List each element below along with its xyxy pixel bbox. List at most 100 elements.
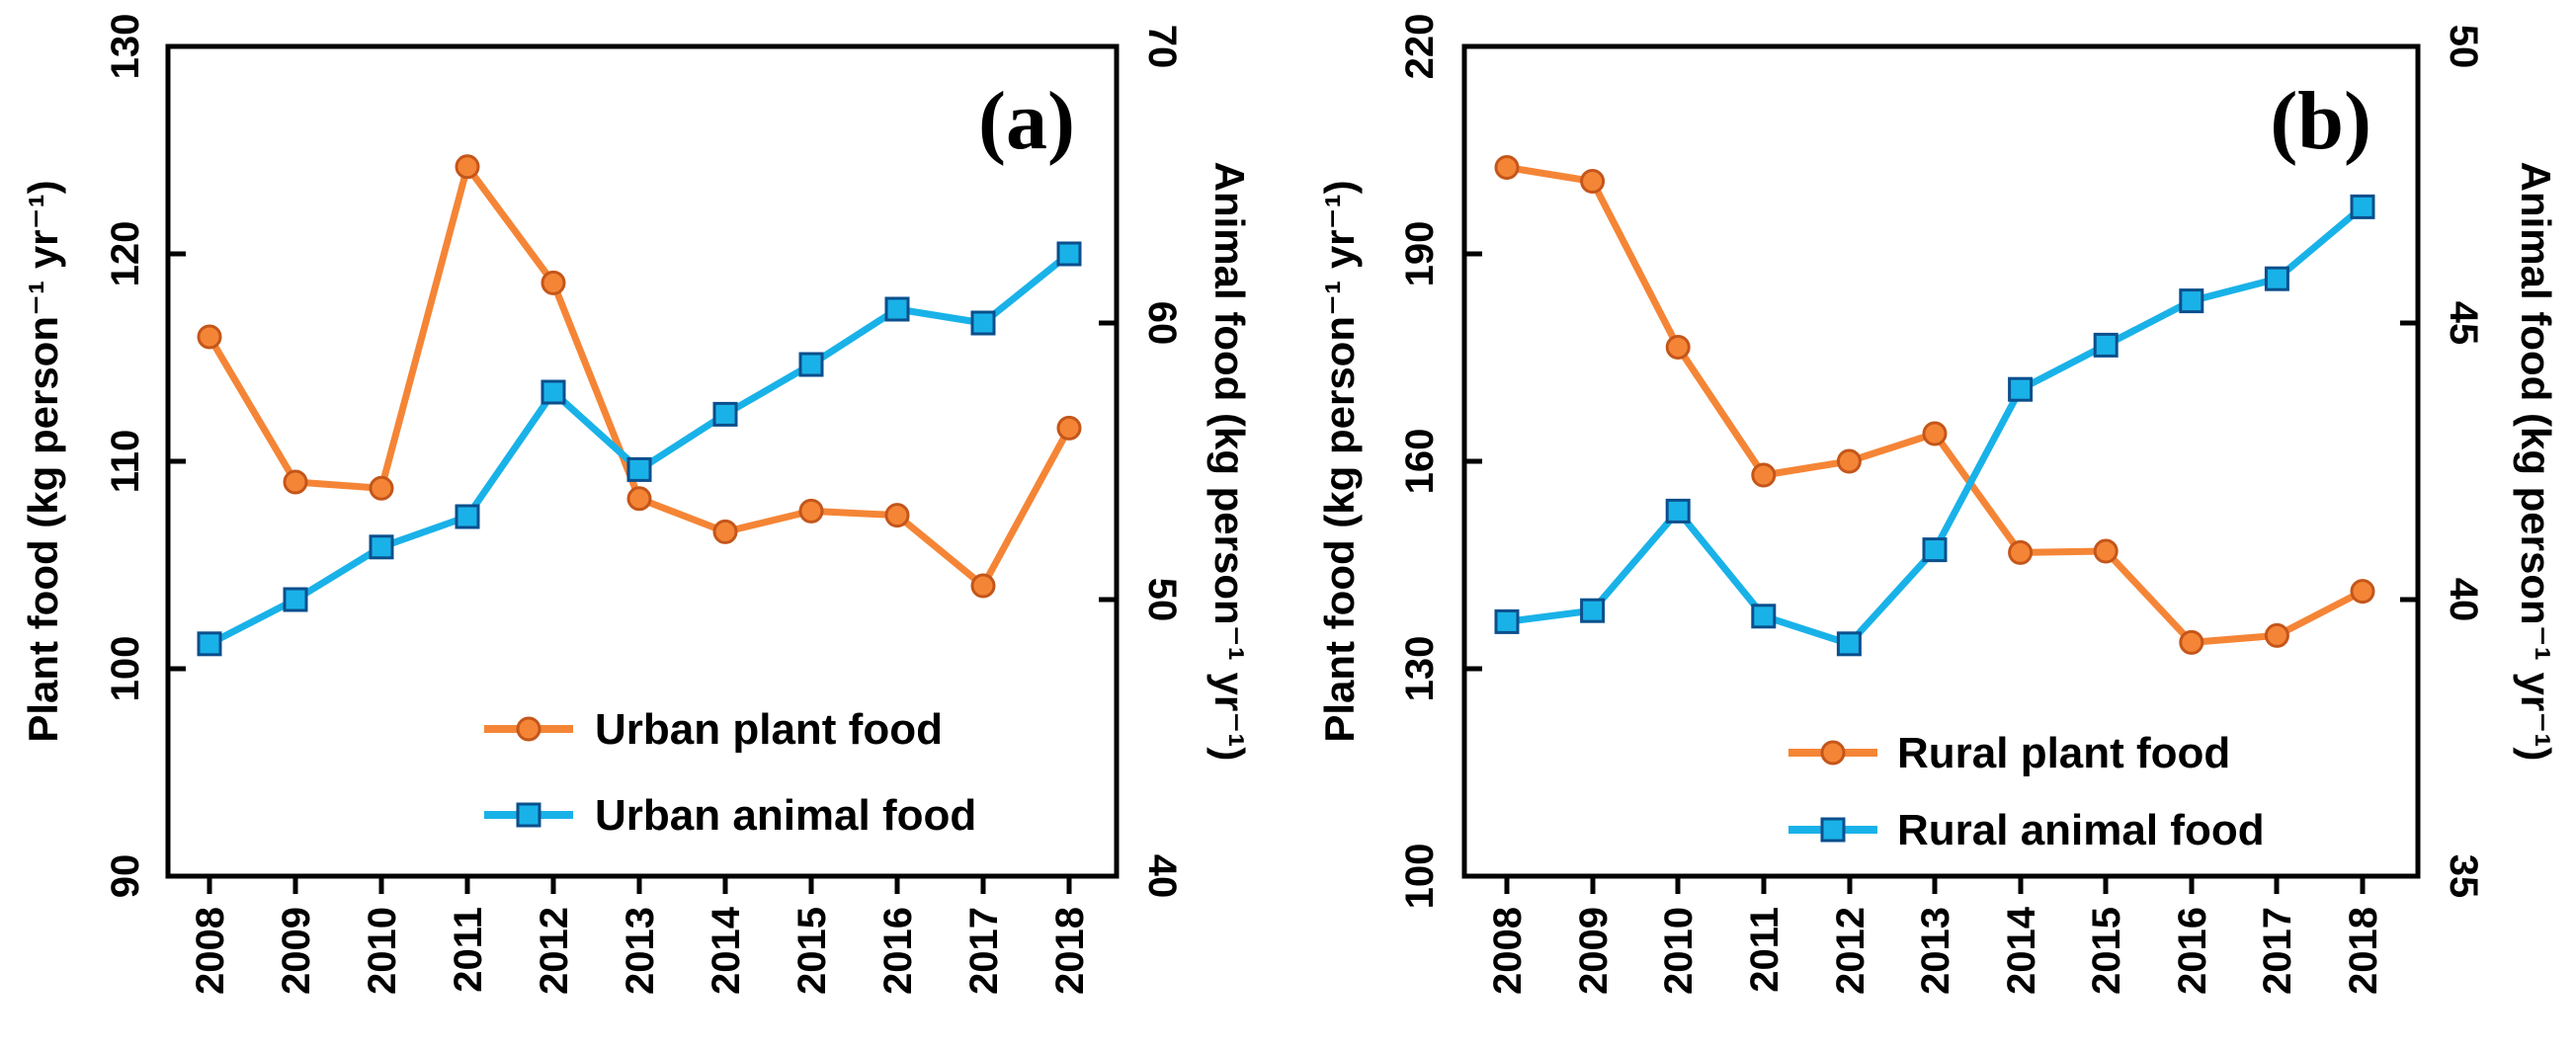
plant-point-b-2010 (1665, 335, 1691, 360)
x-tick-label-a-0: 2008 (189, 907, 232, 995)
legend-label-a-plant: Urban plant food (595, 705, 943, 754)
y-axis-title-a: Plant food (kg person⁻¹ yr⁻¹) (20, 180, 66, 742)
panel-b: (b) 100 130 160 190 220 35 40 45 50 (1316, 14, 2559, 995)
x-tick-label-b-0: 2008 (1486, 907, 1530, 995)
left-tick-label-a-2: 110 (104, 430, 147, 494)
left-tick-label-a-3: 120 (104, 221, 147, 287)
animal-point-a-2010 (369, 534, 394, 560)
legend-label-b-animal: Rural animal food (1897, 806, 2265, 854)
panel-a: (a) 90 100 110 120 130 40 50 60 70 (20, 14, 1253, 995)
plant-point-b-2014 (2008, 539, 2034, 565)
animal-point-b-2018 (2350, 194, 2375, 219)
plant-point-b-2009 (1580, 169, 1606, 194)
left-tick-label-b-1: 130 (1398, 636, 1442, 702)
right-tick-label-a-0: 40 (1140, 854, 1184, 899)
left-tick-label-b-2: 160 (1398, 429, 1442, 495)
x-tick-label-a-1: 2009 (275, 907, 318, 995)
animal-point-a-2014 (712, 401, 738, 427)
right-tick-label-b-0: 35 (2442, 854, 2485, 899)
x-tick-label-b-3: 2011 (1743, 907, 1787, 993)
plant-point-a-2009 (283, 469, 308, 495)
animal-point-b-2008 (1494, 608, 1520, 634)
x-tick-label-b-4: 2012 (1829, 907, 1872, 995)
x-tick-label-b-1: 2009 (1572, 907, 1616, 995)
animal-point-a-2017 (970, 310, 996, 336)
plant-point-a-2008 (197, 324, 222, 350)
plant-point-b-2012 (1836, 448, 1862, 474)
y2-axis-title-b: Animal food (kg person⁻¹ yr⁻¹) (2513, 162, 2559, 762)
y2-axis-title-a: Animal food (kg person⁻¹ yr⁻¹) (1206, 162, 1253, 762)
legend-swatch-marker-a-plant (516, 716, 541, 742)
animal-point-a-2012 (540, 379, 566, 405)
x-tick-label-a-10: 2018 (1048, 907, 1092, 995)
right-tick-label-b-2: 45 (2442, 301, 2485, 346)
plant-point-a-2013 (626, 486, 652, 512)
x-tick-label-a-5: 2013 (619, 907, 662, 995)
legend-item-b-plant: Rural plant food (1788, 729, 2230, 777)
animal-point-a-2009 (283, 587, 308, 612)
plant-line-b (1506, 164, 2365, 646)
x-tick-label-b-6: 2014 (2000, 906, 2043, 995)
animal-point-a-2011 (455, 504, 480, 529)
legend-item-a-plant: Urban plant food (484, 705, 943, 754)
x-tick-label-a-4: 2012 (533, 907, 576, 995)
animal-point-b-2016 (2179, 288, 2204, 314)
animal-point-b-2015 (2093, 332, 2119, 358)
animal-point-b-2010 (1665, 498, 1691, 524)
legend-swatch-marker-a-animal (516, 802, 541, 828)
plant-point-b-2015 (2093, 538, 2119, 564)
right-tick-label-b-3: 50 (2442, 25, 2485, 69)
x-tick-label-b-9: 2017 (2256, 907, 2299, 995)
plant-point-a-2017 (970, 573, 996, 599)
series-group-b (1494, 155, 2375, 657)
plant-point-b-2018 (2350, 579, 2375, 605)
left-tick-label-b-0: 100 (1398, 844, 1442, 910)
plant-point-b-2011 (1751, 462, 1777, 488)
animal-point-a-2015 (798, 352, 824, 377)
left-axis-ticks-a: 90 100 110 120 130 (104, 14, 186, 898)
right-tick-label-b-1: 40 (2442, 578, 2485, 622)
plant-point-a-2015 (798, 498, 824, 524)
animal-line-a (208, 251, 1072, 647)
panel-label-b: (b) (2270, 75, 2371, 167)
x-tick-label-b-2: 2010 (1657, 907, 1701, 995)
legend-label-b-plant: Rural plant food (1897, 729, 2230, 777)
plant-point-b-2013 (1922, 421, 1948, 446)
plant-point-a-2011 (455, 154, 480, 180)
y-axis-title-b: Plant food (kg person⁻¹ yr⁻¹) (1316, 180, 1363, 742)
right-axis-ticks-b: 35 40 45 50 (2400, 25, 2485, 899)
animal-markers-b (1494, 194, 2375, 657)
animal-point-a-2018 (1056, 241, 1082, 267)
legend-swatch-marker-b-animal (1820, 817, 1846, 843)
x-tick-label-a-9: 2017 (962, 907, 1006, 995)
animal-point-b-2012 (1836, 631, 1862, 657)
right-tick-label-a-2: 60 (1140, 301, 1184, 346)
plant-markers-b (1494, 155, 2375, 655)
plant-point-a-2016 (884, 503, 910, 528)
animal-point-b-2017 (2264, 266, 2289, 291)
x-tick-label-a-8: 2016 (876, 907, 920, 995)
x-tick-label-a-2: 2010 (361, 907, 404, 995)
animal-point-b-2011 (1751, 604, 1777, 629)
plant-point-b-2008 (1494, 155, 1520, 180)
panel-label-a: (a) (978, 75, 1075, 167)
left-tick-label-b-4: 220 (1398, 14, 1442, 80)
legend-swatch-marker-b-plant (1820, 740, 1846, 766)
plant-point-a-2010 (369, 475, 394, 501)
legend-item-a-animal: Urban animal food (484, 791, 976, 840)
x-tick-label-a-7: 2015 (790, 907, 834, 995)
plant-line-a (206, 163, 1073, 590)
plant-markers-a (197, 154, 1082, 599)
x-axis-b: 2008 2009 2010 2011 2012 2013 2014 2015 … (1486, 876, 2385, 995)
animal-point-a-2016 (884, 296, 910, 322)
legend-b: Rural plant food Rural animal food (1788, 729, 2265, 854)
legend-a: Urban plant food Urban animal food (484, 705, 976, 840)
left-tick-label-a-4: 130 (104, 14, 147, 80)
x-tick-label-b-10: 2018 (2342, 907, 2385, 995)
x-tick-label-a-3: 2011 (447, 907, 490, 993)
x-tick-label-a-6: 2014 (705, 906, 748, 995)
plant-point-b-2016 (2179, 629, 2204, 655)
animal-markers-a (197, 241, 1082, 657)
right-tick-label-a-3: 70 (1140, 25, 1184, 69)
